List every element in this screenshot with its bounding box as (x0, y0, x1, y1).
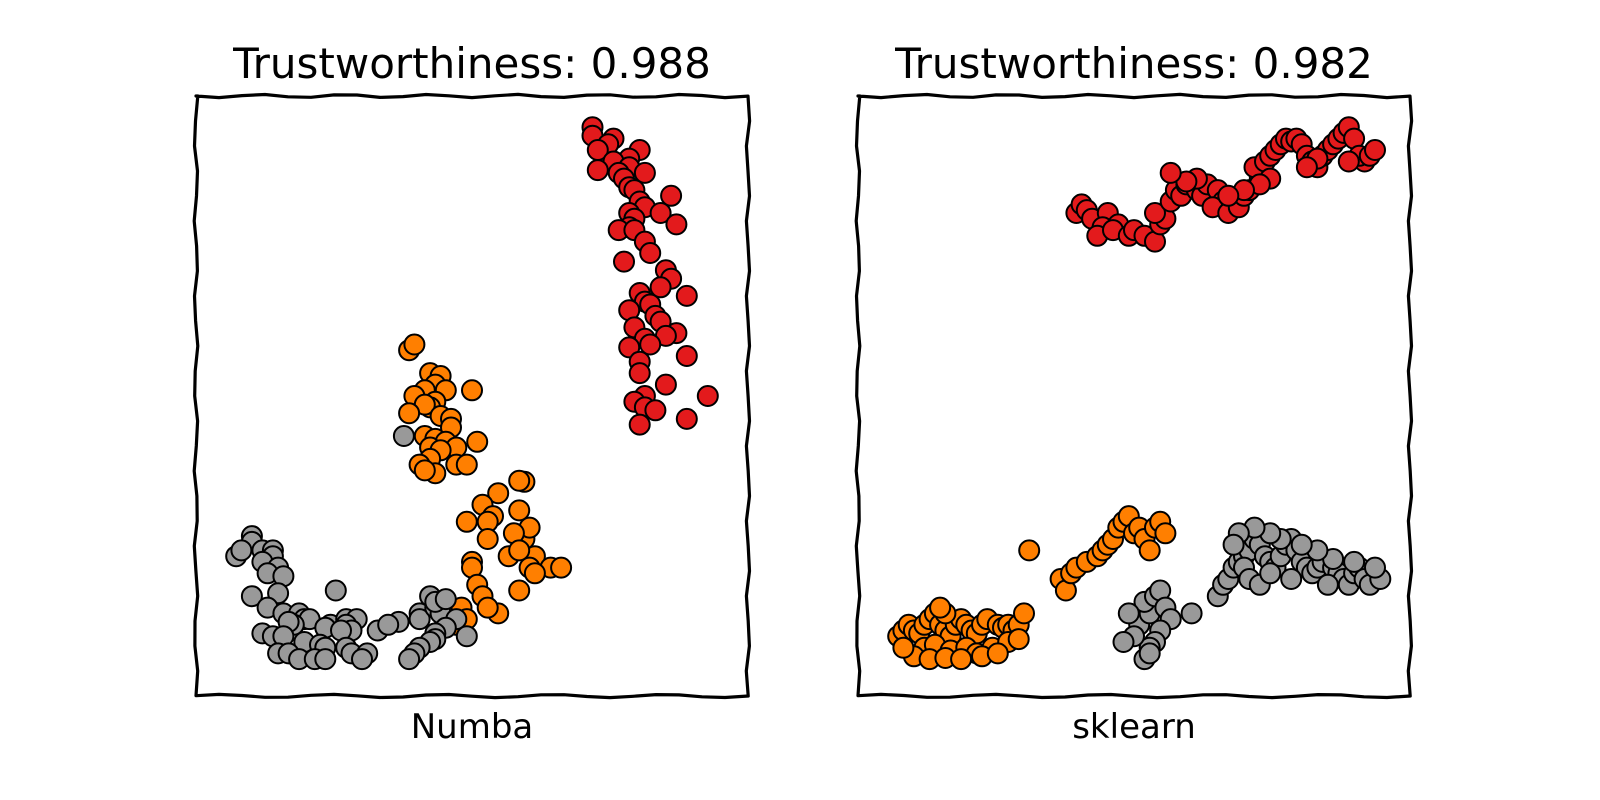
scatter-point (649, 276, 672, 299)
scatter-point (1290, 533, 1313, 556)
scatter-point (1138, 642, 1161, 665)
scatter-point (314, 648, 337, 671)
scatter-point (455, 510, 478, 533)
scatter-point (408, 608, 431, 631)
panel-sklearn: Trustworthiness: 0.982 sklearn (854, 39, 1414, 747)
scatter-point (351, 648, 373, 671)
scatter-point (1007, 628, 1030, 651)
scatter-point (1138, 539, 1161, 562)
scatter-point (675, 407, 698, 430)
scatter-point (586, 159, 609, 182)
scatter-point (392, 425, 415, 447)
scatter-point (660, 184, 683, 207)
scatter-point (455, 625, 478, 648)
scatter-point (403, 333, 426, 356)
scatter-point (675, 345, 698, 367)
scatter-point (613, 250, 635, 273)
scatter-points (887, 116, 1392, 671)
scatter-point (324, 579, 347, 602)
scatter-point (434, 588, 457, 611)
scatter-point (240, 585, 263, 608)
scatter-point (508, 539, 531, 562)
scatter-point (1280, 568, 1303, 590)
scatter-point (929, 596, 952, 619)
scatter-point (1018, 539, 1041, 562)
scatter-point (466, 430, 489, 453)
scatter-point (455, 453, 478, 476)
scatter-point (398, 648, 421, 671)
scatter-point (508, 579, 531, 602)
scatter-point (892, 636, 915, 659)
scatter-point (476, 528, 499, 550)
plot-frame (854, 92, 1414, 700)
scatter-point (413, 459, 436, 482)
scatter-point (1013, 602, 1035, 625)
scatter-point (508, 499, 531, 522)
scatter-point (1337, 150, 1360, 173)
scatter-point (508, 469, 531, 492)
scatter-point (230, 539, 253, 562)
panel-numba: Trustworthiness: 0.988 Numba (192, 39, 752, 747)
scatter-point (1259, 562, 1282, 585)
panel-title: Trustworthiness: 0.988 (232, 39, 711, 88)
scatter-point (1364, 139, 1386, 161)
scatter-point (644, 399, 667, 422)
scatter-point (1295, 156, 1318, 179)
scatter-point (398, 402, 421, 425)
scatter-point (1144, 202, 1166, 224)
x-axis-label: sklearn (1072, 707, 1196, 747)
scatter-point (1316, 573, 1339, 596)
scatter-point (1364, 556, 1386, 579)
scatter-point (1343, 550, 1366, 573)
scatter-point (1180, 602, 1203, 625)
x-axis-label: Numba (411, 707, 534, 747)
scatter-point (523, 562, 546, 585)
scatter-point (1117, 602, 1140, 625)
scatter-points (225, 116, 719, 671)
scatter-point (950, 648, 973, 671)
scatter-point (654, 373, 677, 396)
scatter-point (550, 556, 573, 579)
scatter-point (665, 213, 688, 236)
scatter-point (696, 385, 719, 407)
panel-title: Trustworthiness: 0.982 (894, 39, 1373, 88)
scatter-point (639, 333, 662, 356)
plot-frame (192, 92, 752, 700)
scatter-point (675, 284, 698, 307)
scatter-point (461, 379, 483, 402)
scatter-point (1217, 184, 1240, 207)
scatter-point (639, 242, 662, 264)
scatter-point (633, 161, 656, 184)
scatter-point (986, 642, 1009, 665)
scatter-point (487, 482, 510, 505)
scatter-point (628, 362, 651, 385)
scatter-point (1159, 161, 1182, 184)
scatter-point (649, 202, 672, 224)
scatter-point (1222, 533, 1245, 556)
scatter-point (1112, 631, 1135, 653)
scatter-point (476, 596, 499, 619)
scatter-point (1154, 522, 1177, 545)
scatter-point (377, 613, 400, 636)
scatter-point (628, 413, 651, 436)
